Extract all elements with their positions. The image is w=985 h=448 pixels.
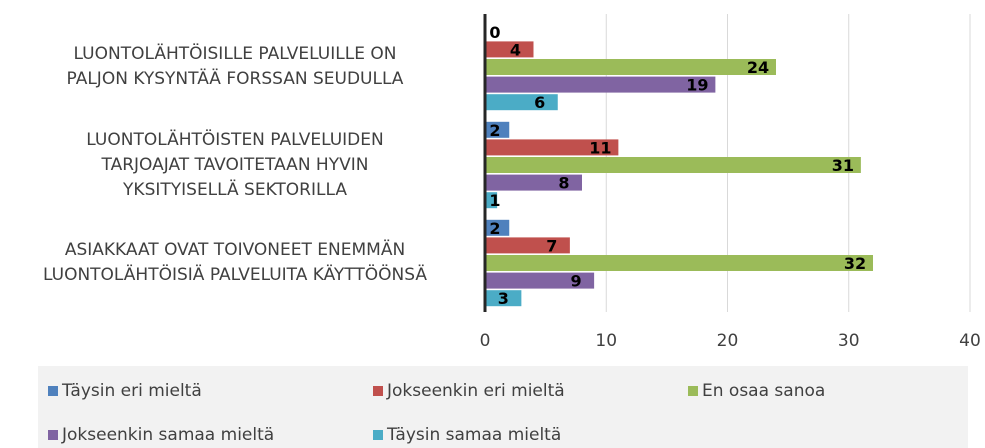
x-tick-label: 30 (838, 331, 860, 351)
x-tick-label: 20 (717, 331, 739, 351)
bar (485, 59, 776, 75)
legend-item: Täysin eri mieltä (48, 381, 202, 401)
category-label: LUONTOLÄHTÖISTEN PALVELUIDEN TARJOAJAT T… (86, 129, 384, 200)
bar (485, 290, 522, 307)
value-label: 11 (589, 138, 611, 157)
bar (485, 255, 873, 271)
value-label: 19 (686, 76, 708, 95)
legend-label: En osaa sanoa (702, 381, 826, 401)
value-label: 24 (747, 58, 769, 77)
x-tick-label: 10 (595, 331, 617, 351)
value-label: 0 (489, 23, 500, 42)
x-tick-label: 40 (959, 331, 981, 351)
legend-swatch (373, 386, 383, 396)
bar (485, 76, 716, 93)
value-label: 32 (844, 254, 866, 273)
legend-label: Jokseenkin eri mieltä (387, 381, 565, 401)
value-label: 3 (498, 289, 509, 308)
value-label: 31 (832, 156, 854, 175)
legend-swatch (48, 430, 58, 440)
bar (485, 174, 582, 191)
value-label: 1 (489, 191, 500, 210)
bar (485, 157, 861, 173)
legend: Täysin eri mieltä Jokseenkin eri mieltä En… (38, 366, 968, 448)
bar (485, 94, 558, 111)
bar (485, 41, 534, 58)
bar (485, 192, 498, 209)
legend-item: Jokseenkin samaa mieltä (48, 425, 274, 445)
bar (485, 139, 619, 156)
bar (485, 219, 510, 236)
category-label: ASIAKKAAT OVAT TOIVONEET ENEMMÄN LUONTOL… (43, 240, 427, 285)
value-label: 2 (489, 219, 500, 238)
value-label: 9 (571, 272, 582, 291)
legend-item: En osaa sanoa (688, 381, 825, 401)
value-label: 4 (510, 40, 521, 59)
legend-label: Jokseenkin samaa mieltä (62, 425, 275, 445)
category-label: LUONTOLÄHTÖISILLE PALVELUILLE ON PALJON … (66, 44, 404, 89)
legend-swatch (373, 430, 383, 440)
legend-label: Täysin samaa mieltä (387, 425, 562, 445)
value-label: 2 (489, 121, 500, 140)
legend-swatch (48, 386, 58, 396)
legend-item: Jokseenkin eri mieltä (373, 381, 565, 401)
legend-swatch (688, 386, 698, 396)
value-label: 7 (546, 236, 557, 255)
bar (485, 237, 570, 254)
x-tick-label: 0 (480, 331, 491, 351)
value-label: 6 (534, 93, 545, 112)
value-label: 8 (558, 174, 569, 193)
legend-item: Täysin samaa mieltä (373, 425, 561, 445)
legend-label: Täysin eri mieltä (62, 381, 202, 401)
bar (485, 121, 510, 138)
bar (485, 272, 595, 289)
